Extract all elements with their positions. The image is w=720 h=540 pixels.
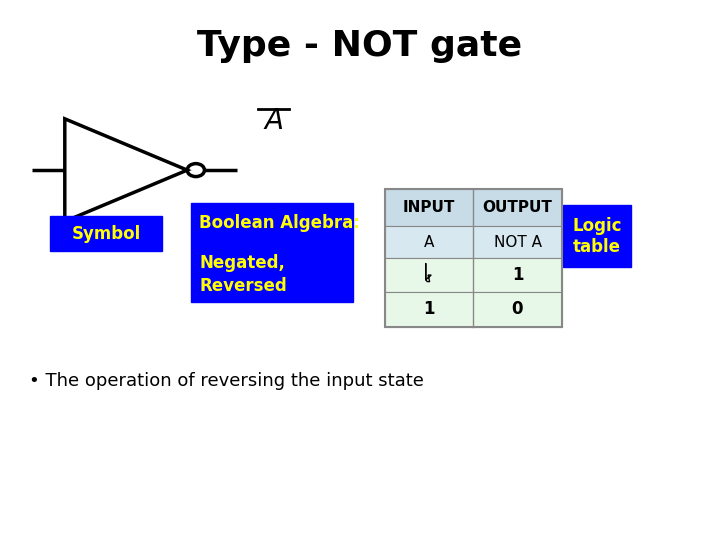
FancyBboxPatch shape	[563, 205, 631, 267]
FancyBboxPatch shape	[191, 202, 353, 302]
Text: 1: 1	[512, 266, 523, 284]
Text: OUTPUT: OUTPUT	[482, 200, 552, 215]
Text: Type - NOT gate: Type - NOT gate	[197, 29, 523, 63]
Text: 0: 0	[512, 300, 523, 319]
Bar	[385, 189, 562, 327]
FancyBboxPatch shape	[385, 292, 562, 327]
Text: NOT A: NOT A	[493, 234, 541, 249]
FancyBboxPatch shape	[385, 189, 562, 226]
Text: INPUT: INPUT	[403, 200, 456, 215]
FancyBboxPatch shape	[50, 216, 162, 251]
Text: Boolean Algebra:: Boolean Algebra:	[199, 214, 360, 232]
Text: Negated,
Reversed: Negated, Reversed	[199, 253, 287, 295]
Text: 1: 1	[423, 300, 435, 319]
FancyBboxPatch shape	[385, 258, 562, 292]
Text: A: A	[424, 234, 434, 249]
Text: Logic
table: Logic table	[572, 217, 622, 255]
FancyBboxPatch shape	[385, 226, 562, 258]
Text: $A$: $A$	[264, 108, 284, 135]
Polygon shape	[426, 263, 431, 281]
Text: Symbol: Symbol	[71, 225, 141, 242]
Text: • The operation of reversing the input state: • The operation of reversing the input s…	[29, 372, 423, 390]
